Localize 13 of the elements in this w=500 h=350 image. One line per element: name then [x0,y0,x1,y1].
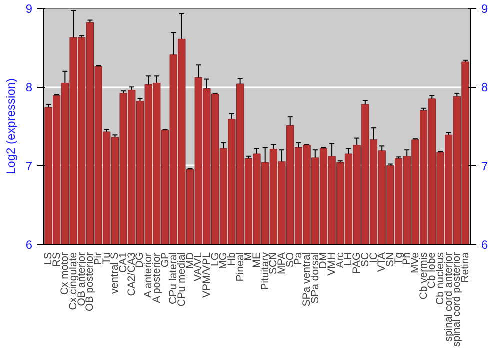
y-tick-label: 6 [26,238,33,252]
x-tick-label: A posterior [150,252,163,304]
x-tick-label: Tg [392,252,405,265]
y2-tick-label: 9 [482,2,488,16]
y-axis-title: Log2 (expression) [4,78,18,175]
y-tick-label: 9 [26,2,33,16]
x-tick-label: OB posterior [84,252,96,312]
y-tick-label: 7 [26,159,33,174]
x-tick-label: MVe [409,252,422,274]
y2-tick-label: 7 [482,159,488,174]
y2-tick-label: 6 [482,238,488,252]
y-tick-label: 8 [26,80,33,95]
y2-tick-label: 8 [482,80,488,95]
